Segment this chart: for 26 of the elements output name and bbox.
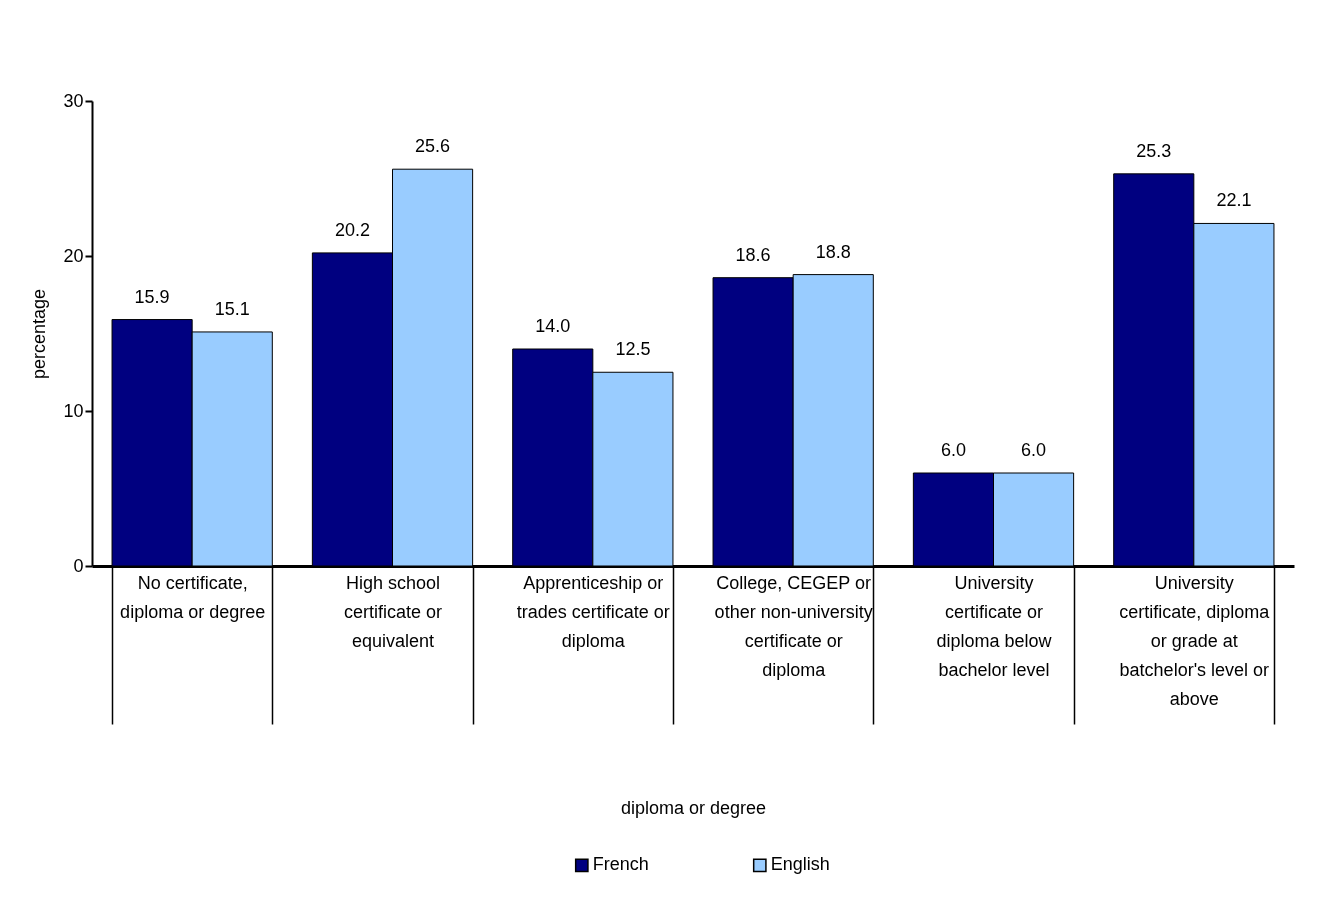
data-label: 20.2 [334, 219, 370, 240]
data-label: 18.6 [735, 244, 771, 265]
x-tick-label: University certificate, diploma or grade at batchelor's level or above [1119, 572, 1271, 709]
data-label: 25.3 [1136, 140, 1172, 161]
x-tick-label: High school certificate or equivalent [343, 572, 443, 651]
data-label: 15.1 [214, 298, 250, 319]
y-tick-label: 0 [73, 555, 84, 576]
data-label: 6.0 [940, 440, 966, 460]
x-tick-label: College, CEGEP or other non-university certificate or diploma [714, 572, 873, 680]
data-label: 12.5 [615, 339, 651, 360]
data-label: 6.0 [1021, 440, 1047, 460]
x-tick-label: University certificate or diploma below bachelor level [936, 572, 1053, 680]
x-axis-title: diploma or degree [620, 798, 767, 819]
y-tick-label: 20 [63, 245, 84, 266]
y-tick-label: 30 [63, 90, 84, 111]
data-label: 22.1 [1216, 190, 1252, 211]
data-label: 18.8 [815, 241, 851, 262]
y-tick-label: 10 [63, 400, 84, 421]
legend-label: English [770, 854, 830, 875]
data-label: 25.6 [415, 136, 451, 157]
y-axis-title: percentage [29, 288, 50, 380]
x-tick-label: Apprenticeship or trades certificate or diploma [516, 572, 670, 651]
data-label: 15.9 [134, 286, 170, 307]
data-label: 14.0 [535, 316, 571, 336]
legend-label: French [592, 854, 649, 875]
x-tick-label: No certificate, diploma or degree [120, 572, 266, 622]
